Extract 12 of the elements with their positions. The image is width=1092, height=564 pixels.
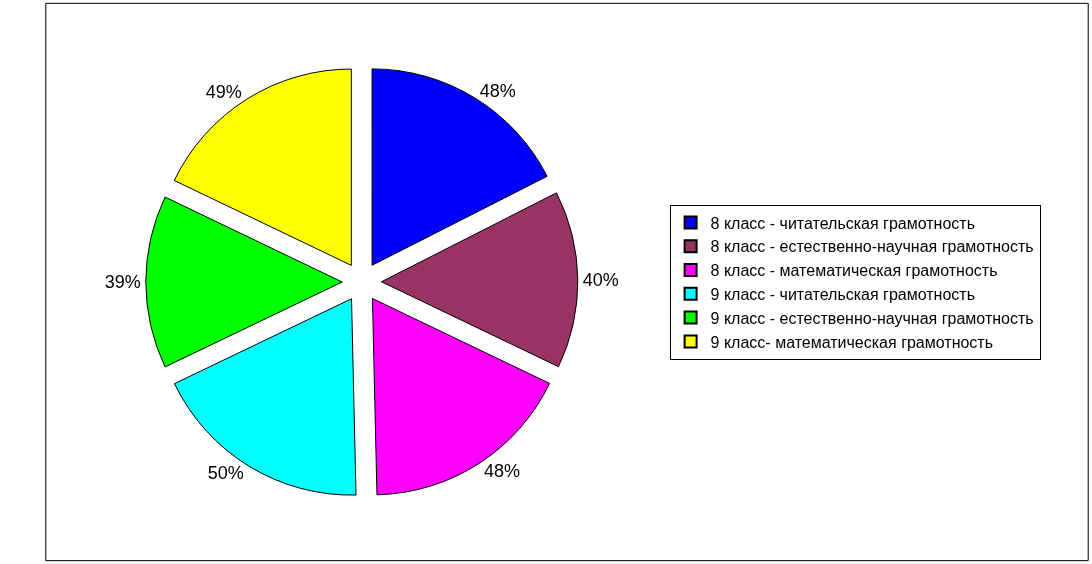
legend-label: 8 класс - естественно-научная грамотность (710, 238, 1034, 256)
legend-label: 9 класс - читательская грамотность (710, 286, 976, 304)
data-label: 49% (205, 82, 242, 103)
legend-label: 8 класс - математическая грамотность (710, 262, 998, 280)
data-label: 48% (483, 460, 520, 481)
data-label: 39% (104, 272, 141, 292)
data-label: 48% (479, 80, 516, 101)
legend-label: 9 класс - естественно-научная грамотность (710, 309, 1034, 327)
legend-label: 8 класс - читательская грамотность (710, 214, 976, 232)
data-label: 50% (207, 463, 244, 484)
data-label: 40% (582, 269, 619, 290)
legend-label: 9 класс- математическая грамотность (710, 333, 994, 351)
